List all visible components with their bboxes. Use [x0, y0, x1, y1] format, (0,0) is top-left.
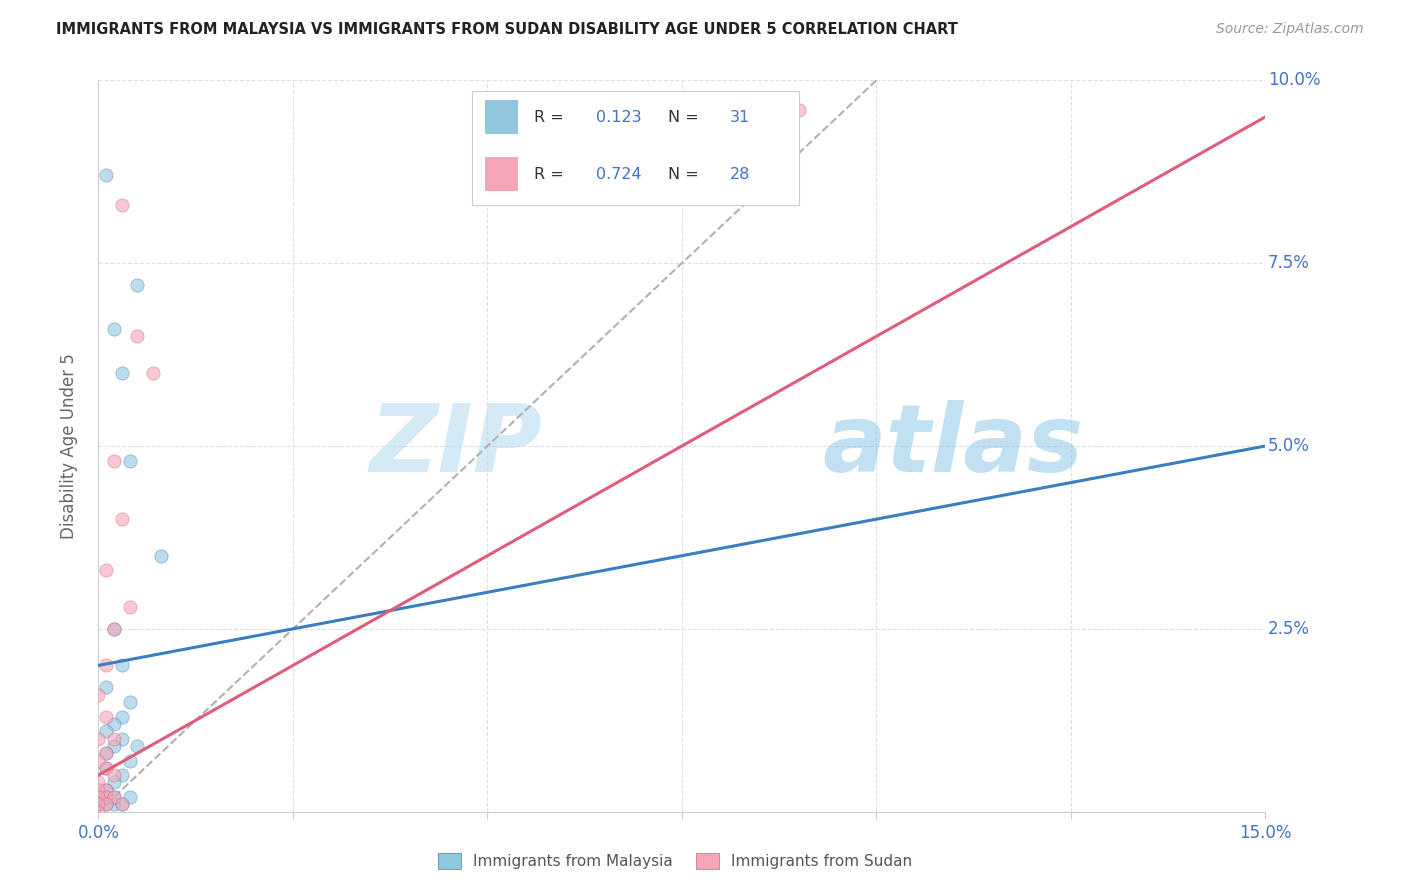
- Point: [96, 761, 118, 775]
- Point: [87, 731, 110, 746]
- Point: [118, 695, 141, 709]
- Point: [127, 329, 149, 343]
- Point: [149, 549, 172, 563]
- Point: [87, 775, 110, 789]
- Point: [87, 797, 110, 812]
- Point: [96, 797, 118, 812]
- Point: [142, 366, 165, 380]
- Point: [87, 790, 110, 805]
- Point: [96, 658, 118, 673]
- Text: 7.5%: 7.5%: [1268, 254, 1309, 272]
- Point: [87, 797, 110, 812]
- Point: [87, 782, 110, 797]
- Point: [87, 790, 110, 805]
- Point: [787, 103, 810, 117]
- Point: [87, 805, 110, 819]
- Point: [127, 739, 149, 753]
- Point: [103, 739, 125, 753]
- Point: [111, 797, 134, 812]
- Point: [111, 709, 134, 723]
- Point: [111, 197, 134, 211]
- Point: [111, 768, 134, 782]
- Text: IMMIGRANTS FROM MALAYSIA VS IMMIGRANTS FROM SUDAN DISABILITY AGE UNDER 5 CORRELA: IMMIGRANTS FROM MALAYSIA VS IMMIGRANTS F…: [56, 22, 957, 37]
- Point: [103, 731, 125, 746]
- Point: [111, 512, 134, 526]
- Point: [111, 658, 134, 673]
- Text: atlas: atlas: [823, 400, 1083, 492]
- Point: [96, 709, 118, 723]
- Point: [118, 599, 141, 614]
- Text: 2.5%: 2.5%: [1268, 620, 1310, 638]
- Point: [103, 775, 125, 789]
- Point: [96, 782, 118, 797]
- Point: [96, 782, 118, 797]
- Point: [96, 681, 118, 695]
- Point: [87, 688, 110, 702]
- Point: [103, 768, 125, 782]
- Point: [103, 717, 125, 731]
- Point: [118, 754, 141, 768]
- Legend: Immigrants from Malaysia, Immigrants from Sudan: Immigrants from Malaysia, Immigrants fro…: [432, 847, 918, 875]
- Point: [111, 366, 134, 380]
- Point: [96, 790, 118, 805]
- Point: [127, 278, 149, 293]
- Point: [96, 790, 118, 805]
- Point: [118, 453, 141, 467]
- Point: [111, 797, 134, 812]
- Text: ZIP: ZIP: [368, 400, 541, 492]
- Point: [87, 754, 110, 768]
- Point: [87, 797, 110, 812]
- Point: [96, 746, 118, 760]
- Point: [96, 761, 118, 775]
- Point: [118, 790, 141, 805]
- Text: 5.0%: 5.0%: [1268, 437, 1309, 455]
- Text: Source: ZipAtlas.com: Source: ZipAtlas.com: [1216, 22, 1364, 37]
- Point: [96, 169, 118, 183]
- Point: [96, 746, 118, 760]
- Point: [96, 797, 118, 812]
- Text: 10.0%: 10.0%: [1268, 71, 1320, 89]
- Point: [103, 622, 125, 636]
- Point: [96, 724, 118, 739]
- Point: [103, 453, 125, 467]
- Y-axis label: Disability Age Under 5: Disability Age Under 5: [59, 353, 77, 539]
- Point: [103, 322, 125, 336]
- Point: [103, 622, 125, 636]
- Point: [111, 731, 134, 746]
- Point: [103, 790, 125, 805]
- Point: [103, 797, 125, 812]
- Point: [103, 790, 125, 805]
- Point: [96, 563, 118, 577]
